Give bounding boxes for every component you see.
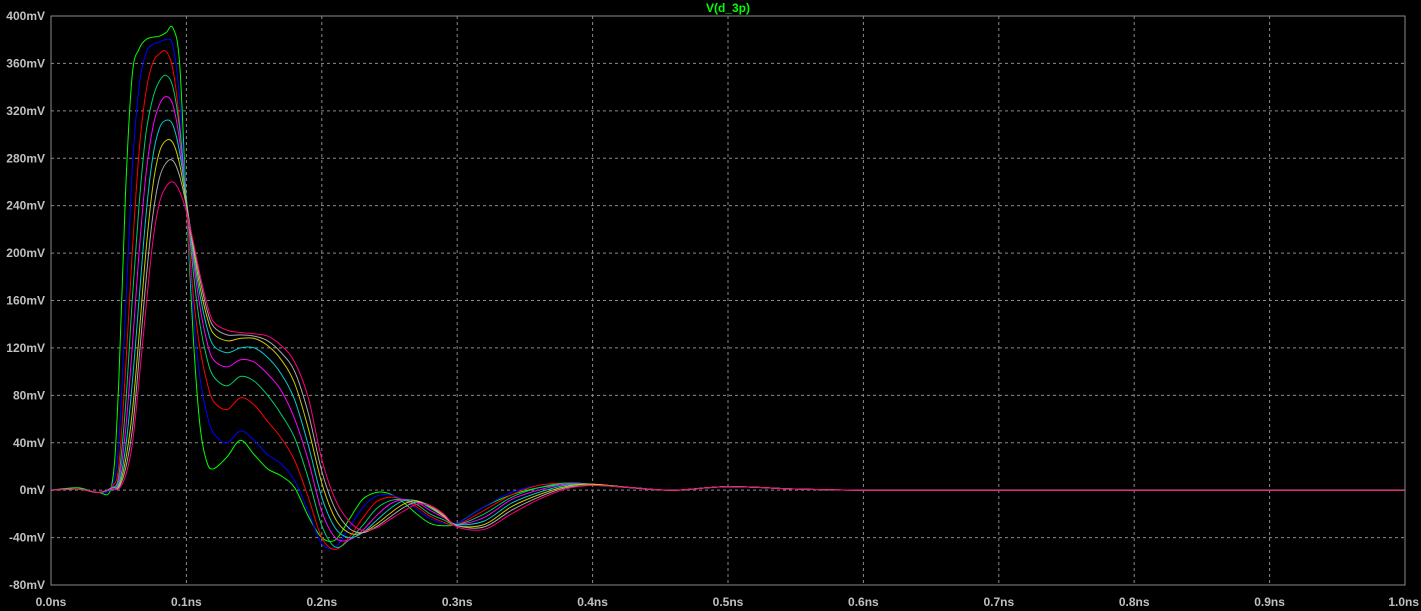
y-axis-ticks: 400mV 360mV 320mV 280mV 240mV 200mV 160mV 120mV… [6,9,45,592]
x-tick-label: 0.2ns [306,595,337,609]
x-tick-label: 0.3ns [442,595,473,609]
x-tick-label: 0.6ns [848,595,879,609]
x-tick-label: 0.8ns [1119,595,1150,609]
y-tick-label: 280mV [6,151,45,165]
y-tick-label: 400mV [6,9,45,23]
trace-line-1[interactable] [50,25,1405,543]
y-tick-label: 0mV [20,483,45,497]
x-tick-label: 1.0ns [1388,595,1419,609]
plot-title: V(d_3p) [706,1,750,15]
y-tick-label: 360mV [6,56,45,70]
y-tick-label: 320mV [6,104,45,118]
x-tick-label: 0.5ns [713,595,744,609]
x-tick-label: 0.4ns [577,595,608,609]
x-tick-label: 0.7ns [983,595,1014,609]
y-tick-label: 160mV [6,294,45,308]
x-axis-ticks: 0.0ns 0.1ns 0.2ns 0.3ns 0.4ns 0.5ns 0.6ns 0.7ns… [36,595,1420,609]
x-tick-label: 0.9ns [1254,595,1285,609]
trace-group[interactable] [50,25,1405,550]
trace-line-9[interactable] [50,181,1405,532]
x-tick-label: 0.1ns [171,595,202,609]
grid-lines [51,16,1405,585]
y-tick-label: 240mV [6,199,45,213]
x-tick-label: 0.0ns [36,595,67,609]
y-tick-label: -40mV [9,531,45,545]
y-tick-label: 120mV [6,341,45,355]
y-tick-label: 40mV [13,436,45,450]
y-tick-label: 80mV [13,388,45,402]
y-tick-label: -80mV [9,578,45,592]
y-tick-label: 200mV [6,246,45,260]
plot-frame [50,15,1406,586]
